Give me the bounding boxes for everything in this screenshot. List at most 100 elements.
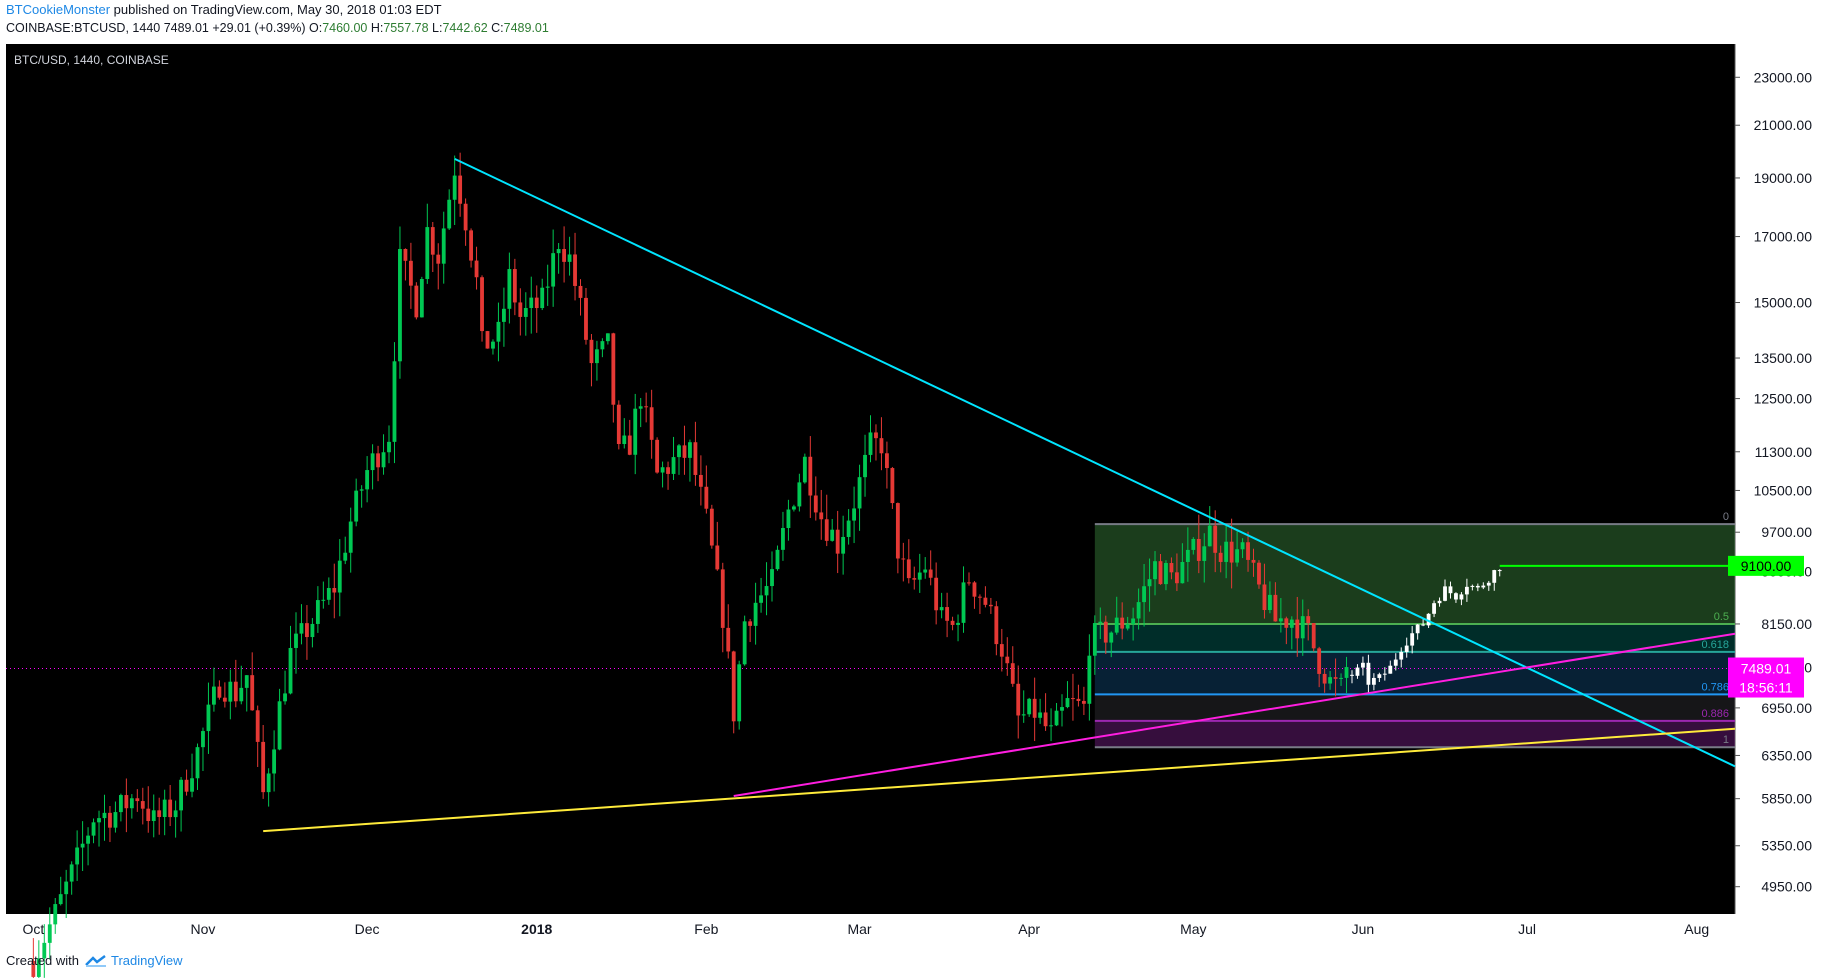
candle-up [1125,624,1130,629]
last-price-text: 7489.01 [1741,661,1792,677]
high-label: H: [370,21,384,35]
candle-up [425,227,430,279]
candle-up [447,199,452,229]
candle-up [1492,570,1497,583]
time-tick-label: Nov [191,921,216,937]
candle-down [458,175,463,204]
candle-up [1437,600,1442,604]
trendlines[interactable] [263,157,1736,833]
candle-down [611,333,616,405]
candle-down [813,495,818,513]
candle-down [627,435,632,455]
trendline-support-magenta [733,632,1736,797]
candle-up [605,333,610,342]
candle-down [835,529,840,554]
candle-up [764,586,769,596]
author-link[interactable]: BTCookieMonster [6,2,111,17]
candle-up [1404,645,1409,653]
fib-level-label: 0.5 [1714,611,1729,623]
candle-down [895,503,900,559]
candle-up [348,521,353,553]
last-price: 7489.01 [163,21,209,35]
candle-down [1218,552,1223,562]
candle-up [1060,707,1064,711]
candle-up [195,747,200,779]
candle-up [786,509,791,529]
price-tick-label: 13500.00 [1754,350,1813,366]
footer: Created with TradingView [6,953,183,968]
low-label: L: [432,21,443,35]
candle-down [436,254,441,264]
candle-down [250,675,255,711]
candle-down [1005,656,1010,664]
candle-up [1114,617,1119,633]
candle-up [917,572,922,580]
fib-retracement[interactable]: 0 0.5 0.618 0.786 0.886 1 [1094,511,1735,749]
symbol-label: COINBASE:BTCUSD, 1440 [6,21,161,35]
candle-up [868,432,873,455]
candle-up [272,749,277,774]
tradingview-brand[interactable]: TradingView [85,953,183,968]
candle-down [518,302,523,317]
candle-down [1251,559,1256,563]
candle-up [523,308,528,317]
time-axis[interactable]: Oct Nov Dec 2018 Feb Mar Apr May Jun Jul Aug [22,921,1709,937]
candle-up [1153,561,1157,580]
candle-up [370,453,375,471]
candle-up [759,595,763,603]
candle-up [529,297,534,309]
candle-up [1147,579,1152,587]
candle-down [589,339,594,364]
candle-down [480,277,484,332]
candle-down [1306,616,1311,624]
candle-up [1087,655,1092,704]
candle-up [1399,652,1404,660]
time-tick-label: Mar [847,921,871,937]
high-value: 7557.78 [383,21,429,35]
candle-down [376,453,380,468]
candle-up [1361,662,1365,668]
candle-up [638,406,643,409]
candle-up [507,269,512,309]
candle-down [1246,542,1250,560]
candle-up [91,822,96,836]
open-value: 7460.00 [322,21,368,35]
candle-down [1257,562,1261,585]
candle-up [1136,602,1141,619]
candles [6,152,1735,978]
candle-up [660,467,665,473]
candle-up [64,881,69,895]
plot-background [6,44,1735,914]
candle-up [939,607,944,611]
candle-up [36,958,41,977]
fib-zone [1094,720,1735,748]
candle-down [485,331,490,349]
candle-up [1098,621,1103,624]
candle-up [354,490,359,522]
candle-up [1240,542,1245,550]
candle-up [923,569,928,573]
candle-down [928,569,933,578]
candle-down [1497,570,1502,572]
candle-down [584,297,588,340]
candle-down [655,439,660,473]
candle-up [1426,613,1431,626]
candle-up [1328,677,1333,684]
candle-up [1224,541,1229,562]
candle-up [277,701,282,750]
trendline-support-yellow [263,727,1736,833]
candle-up [600,341,605,350]
candle-up [452,175,457,200]
price-tick-label: 8150.00 [1761,616,1812,632]
candle-down [720,569,725,628]
candle-down [1076,698,1081,701]
tradingview-link[interactable]: TradingView [110,953,183,968]
candle-down [999,644,1004,657]
price-tick-label: 15000.00 [1754,295,1813,311]
candle-down [305,623,309,638]
candle-up [1207,525,1212,547]
candle-down [1158,561,1163,585]
candle-up [113,812,118,828]
candle-down [1475,585,1480,588]
